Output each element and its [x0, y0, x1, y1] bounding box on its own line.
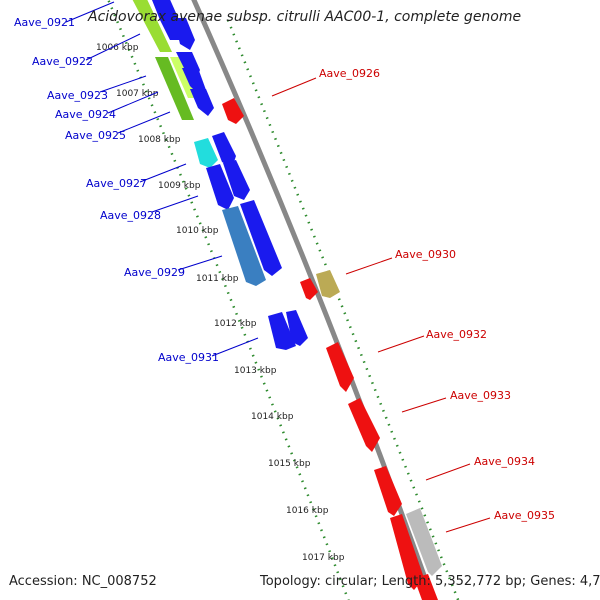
gene-label-aave-0931[interactable]: Aave_0931 — [158, 351, 219, 364]
tick-label: 1017 kbp — [302, 553, 345, 563]
leader-line — [445, 517, 491, 533]
leader-line — [271, 77, 317, 97]
leader-line — [117, 111, 171, 134]
gene-track-outer — [222, 98, 442, 600]
topology-summary: Topology: circular; Length: 5,352,772 bp… — [260, 574, 600, 589]
tick-label: 1012 kbp — [214, 319, 257, 329]
gene-label-aave-0925[interactable]: Aave_0925 — [65, 129, 126, 142]
leader-line — [177, 255, 223, 271]
gene-block-lime-1 — [170, 57, 197, 98]
gene-label-aave-0922[interactable]: Aave_0922 — [32, 55, 93, 68]
gene-arrow-blue-1 — [152, 0, 180, 40]
gene-block-green-1 — [132, 0, 172, 52]
tick-labels: 1006 kbp 1007 kbp 1008 kbp 1009 kbp 1010… — [96, 43, 345, 563]
gene-arrow-blue-11 — [286, 310, 308, 346]
gene-block-green-2 — [155, 57, 194, 120]
gene-label-aave-0930[interactable]: Aave_0930 — [395, 248, 456, 261]
gene-arrow-red-6 — [390, 514, 424, 590]
leader-line — [211, 337, 259, 357]
tick-label: 1013 kbp — [234, 366, 277, 376]
gene-label-aave-0935[interactable]: Aave_0935 — [494, 509, 555, 522]
gene-arrow-red-5 — [374, 466, 402, 516]
leader-line — [139, 163, 187, 183]
leader-line — [425, 463, 471, 481]
gene-label-aave-0921[interactable]: Aave_0921 — [14, 16, 75, 29]
tick-label: 1008 kbp — [138, 135, 181, 145]
accession-text: Accession: NC_008752 — [9, 574, 157, 589]
gene-arrow-red-1 — [222, 98, 244, 124]
gene-label-aave-0929[interactable]: Aave_0929 — [124, 266, 185, 279]
gene-block-steel — [222, 206, 266, 286]
gene-arrow-blue-2 — [174, 18, 195, 50]
gene-label-aave-0924[interactable]: Aave_0924 — [55, 108, 116, 121]
leader-line — [151, 195, 199, 213]
gene-arrow-blue-9 — [240, 200, 282, 276]
gene-arrow-red-7 — [414, 574, 438, 600]
gene-label-aave-0934[interactable]: Aave_0934 — [474, 455, 535, 468]
gene-label-aave-0932[interactable]: Aave_0932 — [426, 328, 487, 341]
tick-label: 1016 kbp — [286, 506, 329, 516]
gene-block-grey — [406, 508, 442, 576]
tick-label: 1011 kbp — [196, 274, 239, 284]
gene-label-aave-0923[interactable]: Aave_0923 — [47, 89, 108, 102]
gene-arrow-red-3 — [326, 342, 354, 392]
tick-label: 1009 kbp — [158, 181, 201, 191]
gene-block-cyan — [194, 138, 218, 168]
gene-arrow-blue-8 — [223, 160, 250, 200]
genome-title: Acidovorax avenae subsp. citrulli AAC00-… — [88, 9, 522, 25]
gene-arrow-red-2 — [300, 278, 318, 300]
tick-label: 1006 kbp — [96, 43, 139, 53]
gene-arrow-blue-7 — [206, 164, 234, 210]
gene-block-olive — [316, 270, 340, 298]
tick-label: 1015 kbp — [268, 459, 311, 469]
leader-line — [85, 33, 141, 61]
gene-label-aave-0926[interactable]: Aave_0926 — [319, 67, 380, 80]
leader-line — [107, 91, 159, 114]
right-tick-track — [226, 19, 460, 600]
leader-line — [99, 75, 147, 93]
leader-line — [345, 257, 393, 275]
leader-line — [377, 335, 425, 353]
gene-track-inner — [132, 0, 308, 350]
gene-label-aave-0928[interactable]: Aave_0928 — [100, 209, 161, 222]
tick-label: 1014 kbp — [251, 412, 294, 422]
left-gene-label-texts: Aave_0921 Aave_0922 Aave_0923 Aave_0924 … — [14, 16, 219, 364]
gene-arrow-red-4 — [348, 398, 380, 452]
tick-label: 1007 kbp — [116, 89, 159, 99]
right-gene-labels — [271, 77, 491, 533]
leader-line — [401, 397, 447, 413]
gene-label-aave-0933[interactable]: Aave_0933 — [450, 389, 511, 402]
leader-line — [65, 1, 115, 23]
gene-arrow-blue-5 — [190, 89, 214, 116]
tick-label: 1010 kbp — [176, 226, 219, 236]
gene-arrow-blue-6 — [212, 132, 236, 168]
left-gene-labels — [65, 1, 259, 357]
gene-label-aave-0927[interactable]: Aave_0927 — [86, 177, 147, 190]
gene-arrow-blue-10 — [268, 312, 296, 350]
right-gene-label-texts: Aave_0926 Aave_0930 Aave_0932 Aave_0933 … — [319, 67, 555, 522]
